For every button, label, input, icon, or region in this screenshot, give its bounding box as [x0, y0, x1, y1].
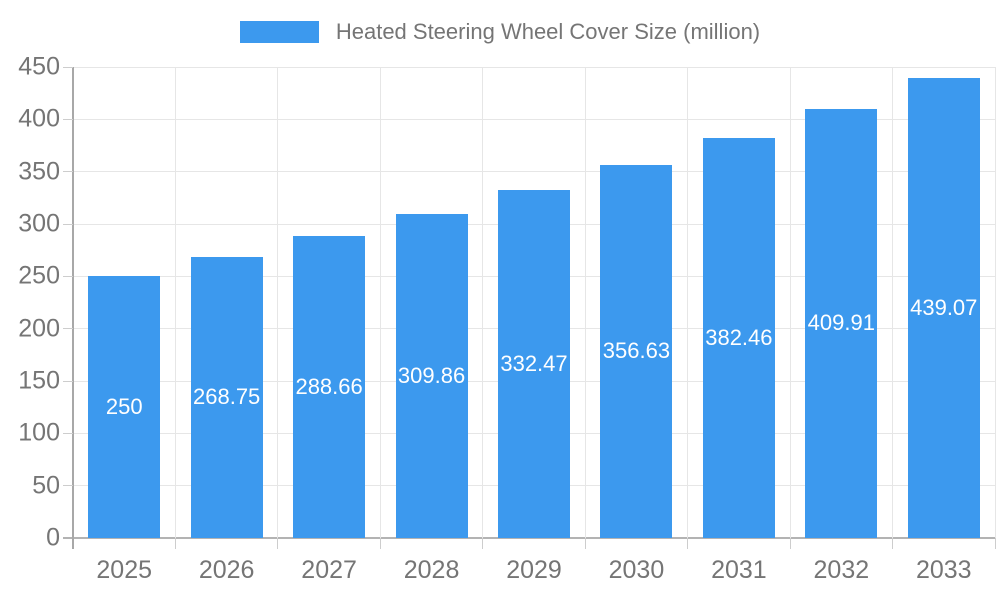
- y-tick-mark: [63, 432, 73, 434]
- x-gridline: [687, 67, 689, 538]
- x-tick-label: 2029: [506, 556, 562, 584]
- x-gridline: [277, 67, 279, 538]
- y-gridline: [73, 171, 995, 173]
- bar-value-label: 382.46: [705, 324, 773, 350]
- bar[interactable]: 268.75: [190, 256, 263, 538]
- x-tick-label: 2032: [813, 556, 870, 584]
- bar-value-label: 409.91: [807, 310, 875, 336]
- bar-value-label: 439.07: [910, 295, 978, 321]
- y-tick-label: 150: [18, 366, 60, 395]
- y-tick-label: 400: [18, 104, 60, 133]
- x-tick-mark: [174, 538, 176, 549]
- x-tick-label: 2033: [915, 556, 972, 584]
- y-tick-mark: [63, 328, 73, 330]
- x-tick-mark: [482, 538, 484, 549]
- legend-item[interactable]: Heated Steering Wheel Cover Size (millio…: [0, 20, 1000, 44]
- bar-value-label: 268.75: [193, 384, 261, 410]
- legend-label: Heated Steering Wheel Cover Size (millio…: [335, 19, 761, 44]
- y-tick-mark: [63, 66, 73, 68]
- x-tick-mark: [584, 538, 586, 549]
- y-tick-label: 300: [18, 209, 60, 238]
- x-tick-mark: [687, 538, 689, 549]
- y-tick-label: 50: [32, 471, 60, 500]
- x-tick-mark: [994, 538, 996, 549]
- x-gridline: [379, 67, 381, 538]
- y-tick-label: 450: [18, 52, 60, 81]
- y-tick-mark: [63, 380, 73, 382]
- x-gridline: [789, 67, 791, 538]
- legend-swatch: [239, 21, 319, 43]
- y-gridline: [73, 66, 995, 68]
- x-tick-mark: [892, 538, 894, 549]
- bar[interactable]: 332.47: [498, 190, 570, 538]
- y-axis-line: [72, 67, 74, 549]
- bar-value-label: 356.63: [602, 338, 671, 364]
- bar-value-label: 309.86: [397, 362, 466, 388]
- y-gridline: [73, 118, 995, 120]
- x-tick-label: 2025: [96, 556, 153, 584]
- x-tick-label: 2028: [403, 556, 460, 584]
- bar[interactable]: 356.63: [600, 164, 673, 538]
- x-tick-label: 2027: [301, 556, 357, 584]
- y-tick-label: 100: [18, 418, 60, 447]
- y-tick-mark: [63, 118, 73, 120]
- x-tick-label: 2031: [711, 556, 767, 584]
- bar[interactable]: 250: [88, 276, 161, 538]
- plot-area: 250 268.75 288.66 309.86 332.47 356.63 382.46 4…: [63, 66, 996, 549]
- y-tick-mark: [63, 485, 73, 487]
- x-gridline: [584, 67, 586, 538]
- bar[interactable]: 439.07: [907, 78, 980, 538]
- y-tick-label: 0: [46, 523, 60, 552]
- x-axis-line: [63, 537, 995, 539]
- y-tick-mark: [63, 275, 73, 277]
- x-gridline: [482, 67, 484, 538]
- bar[interactable]: 309.86: [395, 213, 468, 538]
- bar[interactable]: 288.66: [293, 235, 366, 538]
- y-tick-label: 200: [18, 314, 60, 343]
- bar-value-label: 288.66: [295, 373, 363, 399]
- bar[interactable]: 409.91: [805, 108, 878, 538]
- x-tick-mark: [379, 538, 381, 549]
- bar-value-label: 250: [105, 394, 143, 420]
- y-tick-mark: [63, 223, 73, 225]
- x-gridline: [994, 67, 996, 538]
- x-tick-mark: [277, 538, 279, 549]
- bar[interactable]: 382.46: [702, 137, 775, 538]
- x-tick-label: 2030: [608, 556, 665, 584]
- y-tick-label: 250: [18, 261, 60, 290]
- y-tick-label: 350: [18, 157, 60, 186]
- x-tick-mark: [789, 538, 791, 549]
- bar-value-label: 332.47: [500, 351, 568, 376]
- x-tick-label: 2026: [198, 556, 255, 584]
- x-gridline: [174, 67, 176, 538]
- x-gridline: [892, 67, 894, 538]
- y-tick-mark: [63, 171, 73, 173]
